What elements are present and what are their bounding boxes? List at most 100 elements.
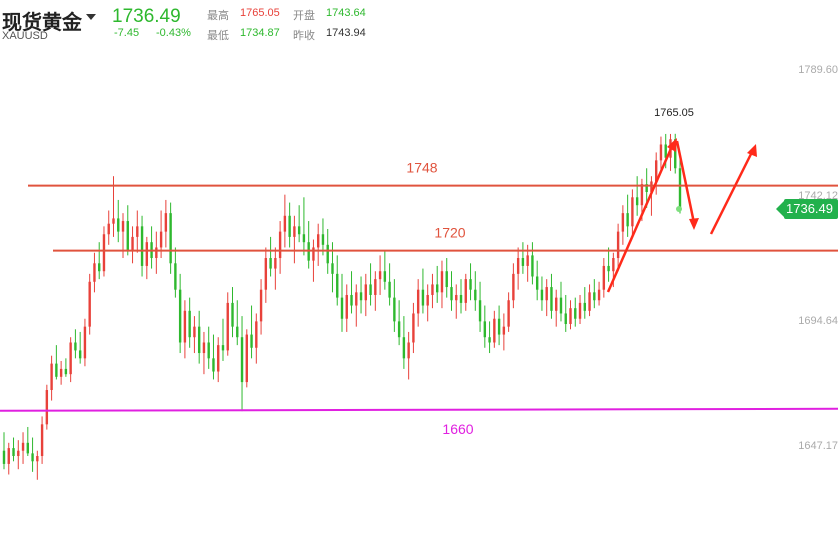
chevron-down-icon[interactable] (86, 14, 96, 20)
candle (583, 287, 586, 319)
candle (626, 194, 629, 237)
candle (426, 284, 429, 322)
candle (574, 297, 577, 327)
candle-body (545, 287, 548, 301)
candle (431, 273, 434, 309)
candle (307, 221, 310, 269)
candle-body (107, 223, 110, 235)
arrow-up-2-head (747, 144, 757, 157)
candle-body (383, 271, 387, 282)
candle-body (426, 294, 429, 306)
candle-body (293, 226, 296, 237)
candle (93, 252, 96, 293)
candle-body (350, 294, 353, 306)
candle (621, 205, 625, 245)
candle-body (412, 313, 415, 343)
candle-body (264, 258, 268, 290)
candle-body (559, 297, 563, 314)
candle-body (407, 342, 410, 359)
candle-body (140, 226, 144, 266)
candle-body (59, 368, 63, 377)
candle (654, 152, 658, 195)
arrow-down (675, 140, 696, 224)
candle (302, 197, 306, 256)
candle-body (478, 300, 482, 322)
candle (83, 318, 87, 367)
candle (202, 331, 206, 375)
candle-body (297, 226, 301, 235)
candle (150, 226, 153, 269)
candle-body (493, 318, 496, 343)
candle-body (221, 345, 225, 351)
candle-body (136, 226, 139, 237)
candle (264, 247, 268, 303)
candle (555, 289, 558, 327)
candle-body (212, 358, 215, 372)
candle-body (678, 168, 682, 210)
candle-body (469, 279, 472, 290)
candle-body (245, 334, 248, 383)
candle-body (531, 255, 534, 277)
level-label: 1748 (406, 160, 437, 176)
candle-body (26, 442, 30, 454)
candle (488, 321, 491, 354)
candle (483, 305, 487, 348)
candle (236, 300, 239, 346)
candle-body (612, 258, 615, 272)
candle (283, 194, 287, 248)
candle (593, 279, 596, 309)
candle (217, 337, 220, 383)
candle-body (188, 310, 191, 338)
instrument-title[interactable]: 现货黄金 (2, 10, 82, 34)
candle-body (512, 273, 515, 301)
candle-body (574, 308, 577, 319)
candle-body (112, 218, 115, 224)
candle-body (226, 302, 229, 351)
candle (355, 284, 358, 327)
candle (359, 276, 363, 314)
candle-body (569, 308, 572, 325)
candle-body (602, 265, 606, 290)
candle (369, 263, 372, 306)
price-tag-value: 1736.49 (786, 201, 833, 216)
candle-body (674, 139, 677, 169)
candle (540, 276, 544, 311)
candle-body (464, 279, 467, 303)
candle-body (445, 271, 448, 288)
candle-body (259, 289, 263, 322)
candle-body (283, 215, 287, 232)
candle (69, 337, 72, 383)
candle-body (340, 297, 344, 319)
candle-body (431, 284, 434, 295)
candle-body (2, 450, 6, 464)
candle-body (98, 263, 101, 272)
candle-body (288, 215, 291, 237)
candle (169, 202, 172, 274)
candle-body (540, 289, 544, 301)
candle (12, 437, 15, 462)
candle (288, 202, 291, 248)
candle (126, 205, 129, 256)
candle-body (593, 292, 596, 301)
candle-body (588, 292, 591, 311)
candle (259, 279, 263, 335)
candle (350, 271, 353, 314)
candle (31, 437, 34, 472)
candle (17, 440, 20, 470)
candle-body (393, 297, 396, 322)
prev-close-value: 1743.94 (326, 27, 366, 39)
candle-body (55, 363, 58, 377)
candle-body (217, 345, 220, 372)
candle-body (174, 263, 177, 290)
candle (393, 279, 396, 332)
candle (521, 242, 525, 274)
candle-body (326, 244, 329, 264)
level-line (0, 407, 838, 412)
candle (136, 210, 139, 253)
candle-body (269, 258, 272, 269)
candle (278, 221, 282, 274)
candle (597, 281, 601, 306)
candle-body (169, 213, 172, 264)
open-label: 开盘 (293, 9, 315, 22)
